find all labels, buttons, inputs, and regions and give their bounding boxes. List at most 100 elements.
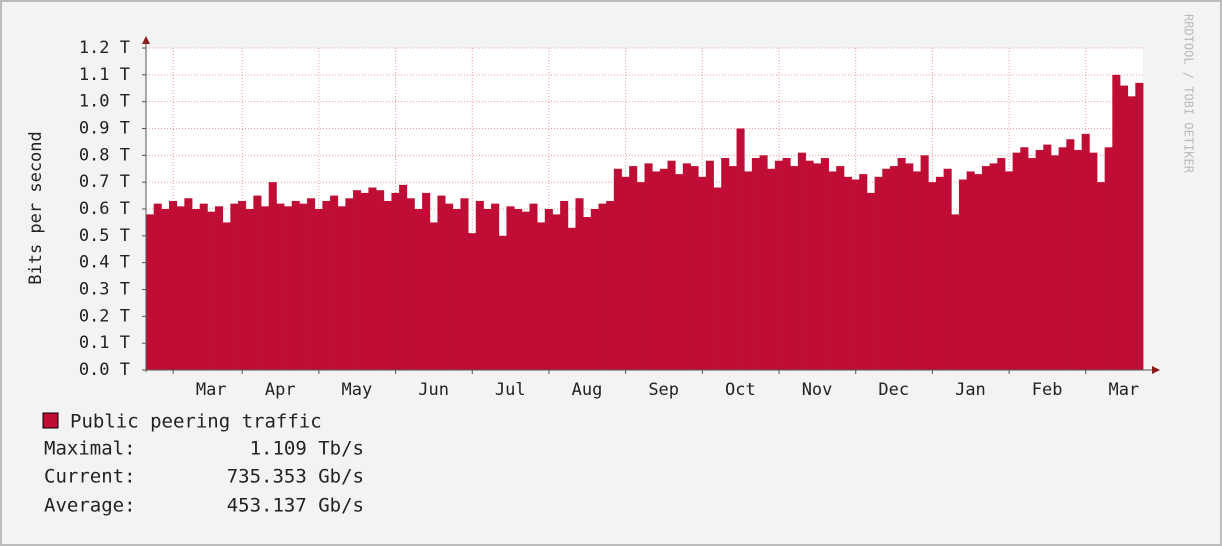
area-step xyxy=(644,163,653,370)
x-tick-label: Oct xyxy=(725,380,756,400)
x-tick-label: Nov xyxy=(802,380,833,400)
x-tick-label: May xyxy=(342,380,373,400)
area-step xyxy=(429,222,438,370)
area-step xyxy=(345,198,354,370)
area-step xyxy=(383,200,392,370)
area-step xyxy=(1112,74,1121,370)
y-tick-label: 0.9 T xyxy=(79,119,130,139)
y-tick-label: 0.7 T xyxy=(79,172,130,192)
area-step xyxy=(713,187,722,370)
area-step xyxy=(1050,155,1060,370)
area-step xyxy=(820,158,829,370)
area-step xyxy=(621,176,630,370)
area-step xyxy=(560,200,569,370)
legend-label: Public peering traffic xyxy=(70,411,322,433)
area-step xyxy=(744,171,753,370)
area-step xyxy=(268,182,277,370)
y-tick-label: 1.2 T xyxy=(79,38,130,58)
area-step xyxy=(245,209,254,370)
area-step xyxy=(1119,85,1129,371)
area-step xyxy=(782,158,791,370)
area-step xyxy=(322,200,331,370)
area-step xyxy=(437,195,446,370)
area-step xyxy=(537,222,546,370)
area-step xyxy=(544,209,553,370)
area-step xyxy=(491,203,500,370)
axis-arrow xyxy=(142,36,150,44)
area-step xyxy=(598,203,607,370)
area-step xyxy=(299,203,308,370)
area-step xyxy=(422,192,431,370)
area-step xyxy=(935,176,944,370)
area-step xyxy=(667,160,676,370)
stat-value: 735.353 Gb/s xyxy=(227,466,364,488)
area-step xyxy=(690,166,699,370)
area-step xyxy=(261,206,270,370)
area-step xyxy=(705,160,714,370)
area-step xyxy=(997,158,1006,370)
area-step xyxy=(1035,149,1044,370)
area-step xyxy=(989,163,998,370)
area-step xyxy=(682,163,691,370)
area-step xyxy=(521,211,530,370)
area-step xyxy=(360,192,369,370)
area-step xyxy=(414,209,423,370)
area-step xyxy=(1104,147,1113,370)
area-step xyxy=(215,206,224,370)
area-step xyxy=(698,176,707,370)
stat-label: Current: xyxy=(44,466,136,488)
area-step xyxy=(882,168,891,370)
watermark: RRDTOOL / TOBI OETIKER xyxy=(1182,14,1196,174)
area-step xyxy=(751,158,760,370)
area-step xyxy=(399,184,408,370)
y-tick-label: 0.3 T xyxy=(79,280,130,300)
area-step xyxy=(1027,158,1037,370)
area-step xyxy=(774,160,783,370)
area-step xyxy=(874,176,883,370)
area-step xyxy=(353,190,362,370)
area-step xyxy=(475,200,484,370)
y-tick-label: 0.1 T xyxy=(79,333,130,353)
area-step xyxy=(337,206,346,370)
marks xyxy=(146,74,1144,371)
area-step xyxy=(161,209,170,370)
stat-value: 453.137 Gb/s xyxy=(227,495,364,517)
area-step xyxy=(184,198,193,370)
area-step xyxy=(675,174,684,370)
area-step xyxy=(659,168,668,370)
y-tick-label: 1.1 T xyxy=(79,65,130,85)
area-step xyxy=(314,209,323,370)
stat-label: Maximal: xyxy=(44,438,136,460)
area-step xyxy=(590,209,599,370)
area-step xyxy=(1020,147,1029,370)
area-step xyxy=(238,200,247,370)
area-step xyxy=(912,171,921,370)
area-step xyxy=(192,209,201,370)
area-step xyxy=(1081,133,1090,370)
y-tick-label: 0.4 T xyxy=(79,253,130,273)
area-step xyxy=(1127,96,1136,371)
area-step xyxy=(843,176,852,370)
area-step xyxy=(974,174,983,370)
stats: Maximal: 1.109 Tb/s Current: 735.353 Gb/s Av… xyxy=(44,438,364,517)
area-step xyxy=(291,200,300,370)
area-step xyxy=(805,160,814,370)
area-step xyxy=(483,209,492,370)
area-step xyxy=(230,203,239,370)
y-axis-label: Bits per second xyxy=(26,131,46,285)
area-step xyxy=(1096,182,1106,370)
area-step xyxy=(169,200,178,370)
stat-label: Average: xyxy=(44,495,136,517)
x-tick-label: Sep xyxy=(648,380,679,400)
area-step xyxy=(636,182,645,370)
area-step xyxy=(889,166,898,370)
y-tick-label: 0.5 T xyxy=(79,226,130,246)
area-step xyxy=(1089,152,1098,370)
area-step xyxy=(613,168,622,370)
y-tick-label: 0.0 T xyxy=(79,360,130,380)
area-step xyxy=(460,198,469,370)
x-tick-label: Jan xyxy=(955,380,986,400)
area-step xyxy=(284,206,293,370)
area-step xyxy=(146,214,155,370)
